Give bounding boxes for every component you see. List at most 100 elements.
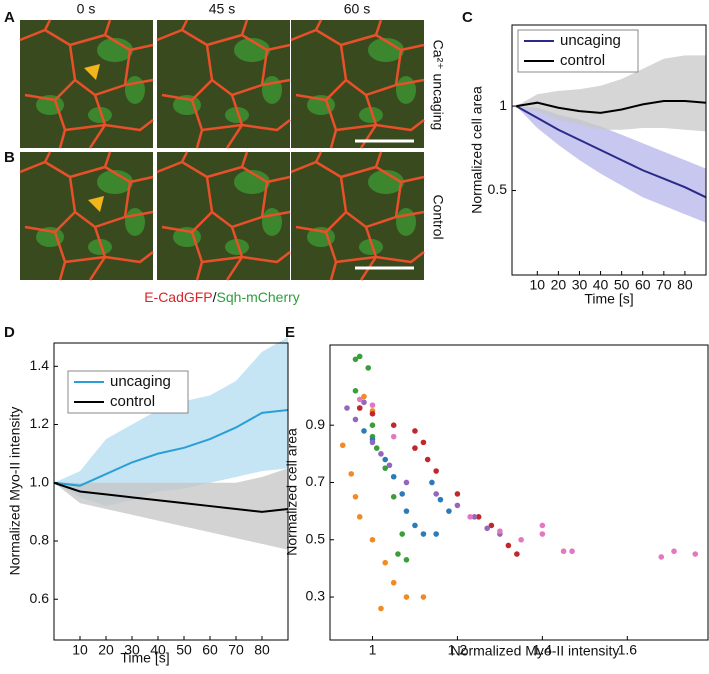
x-tick-label: 1.4 [533,642,553,658]
point [382,465,389,471]
point [488,522,495,529]
point [356,396,363,403]
y-axis-label: Normalized cell area [284,428,300,556]
y-tick-label: 1.0 [30,473,50,489]
point [412,445,418,451]
point [467,514,473,520]
point [671,548,677,555]
point [433,531,439,537]
point [514,551,520,557]
point [471,514,478,520]
point [369,536,376,543]
legend-box [67,370,189,414]
line [53,481,289,513]
point [399,491,406,497]
point [424,456,431,463]
point [352,493,359,500]
x-tick-label: 40 [593,277,609,293]
point [497,528,503,534]
row-label: Control [430,194,446,239]
x-tick-label: 60 [635,277,651,293]
point [369,422,376,428]
time-label: 0 s [77,1,96,17]
point [420,531,427,537]
point [412,428,418,434]
point [356,405,363,411]
x-tick-label: 20 [98,642,114,658]
point [373,445,380,451]
x-tick-label: 30 [124,642,140,658]
point [390,493,397,500]
point [365,365,372,371]
y-axis-label: Normalized Myo-II intensity [7,407,23,576]
point [395,551,401,557]
point [352,356,359,363]
band [516,55,706,132]
y-axis-label: Normalized cell area [469,86,485,214]
panel-label: B [4,149,15,166]
line [515,105,707,199]
y-tick-label: 0.3 [306,588,326,604]
point [386,462,393,469]
legend-box [517,29,639,73]
point [454,491,461,497]
x-tick-label: 80 [254,642,270,658]
point [433,491,439,497]
x-tick-label: 10 [530,277,546,293]
point [382,559,389,566]
band [54,337,288,507]
y-tick-label: 0.5 [488,181,508,197]
point [356,353,363,360]
point [348,471,355,477]
legend-label: control [560,52,605,69]
point [539,522,546,529]
x-tick-label: 60 [202,642,218,658]
caption: E-CadGFP/Sqh-mCherry [144,289,300,305]
point [560,548,567,555]
legend-label: control [110,393,155,410]
y-tick-label: 0.7 [306,473,326,489]
point [378,451,384,457]
point [403,479,410,486]
point [484,525,490,532]
x-tick-label: 50 [176,642,192,658]
y-tick-label: 0.6 [30,590,50,606]
y-tick-label: 1.4 [30,357,50,373]
x-tick-label: 40 [150,642,166,658]
point [339,442,346,449]
y-tick-label: 0.8 [30,532,50,548]
point [390,579,397,586]
point [361,428,367,434]
point [569,548,575,555]
x-tick-label: 1.6 [618,642,638,658]
panel-label: C [462,9,473,26]
legend-label: uncaging [110,373,171,390]
caption-slash: / [213,289,217,305]
point [361,393,367,400]
time-label: 45 s [209,1,235,17]
point [420,439,427,446]
point [658,554,665,560]
band [54,468,288,550]
y-tick-label: 0.9 [306,416,326,432]
point [390,473,397,480]
point [454,502,461,509]
point [403,557,410,563]
line [516,100,707,114]
point [412,522,418,529]
x-tick-label: 80 [677,277,693,293]
y-tick-label: 1.2 [30,415,50,431]
point [437,496,444,503]
x-tick-label: 10 [72,642,88,658]
panel-label: E [285,324,295,341]
point [539,531,546,537]
point [420,594,427,600]
panel-label: D [4,324,15,341]
point [356,514,363,520]
x-tick-label: 50 [614,277,630,293]
panel-label: A [4,9,15,26]
point [446,508,452,514]
point [403,594,410,600]
line [53,408,289,487]
